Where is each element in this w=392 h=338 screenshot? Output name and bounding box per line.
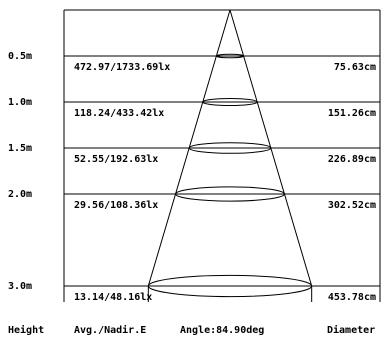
beam-spot-ellipse [147, 274, 313, 298]
rows-layer: 0.5m 472.97/1733.69lx 75.63cm 1.0m 118.24/43… [8, 51, 380, 303]
height-label: 1.0m [8, 97, 32, 108]
beam-layer [147, 9, 313, 302]
diameter-footer-label: Diameter [327, 324, 375, 336]
beam-spot-ellipse [175, 186, 285, 202]
diameter-label: 302.52cm [328, 200, 376, 211]
diameter-label: 226.89cm [328, 154, 376, 165]
illuminance-label: 13.14/48.16lx [74, 292, 152, 303]
height-label: 2.0m [8, 189, 32, 200]
illuminance-label: 118.24/433.42lx [74, 108, 164, 119]
illuminance-label: 472.97/1733.69lx [74, 62, 170, 73]
illuminance-label: 29.56/108.36lx [74, 200, 158, 211]
beam-spot-ellipse [202, 97, 258, 107]
angle-label: Angle:84.90deg [180, 325, 264, 336]
beam-spot-ellipse [215, 53, 245, 59]
diameter-label: 453.78cm [328, 292, 376, 303]
diameter-label: 151.26cm [328, 108, 376, 119]
beam-spot-ellipse [188, 142, 272, 154]
height-footer-label: Height [8, 324, 44, 336]
height-label: 0.5m [8, 51, 32, 62]
diameter-label: 75.63cm [334, 62, 376, 73]
illuminance-label: 52.55/192.63lx [74, 154, 158, 165]
height-label: 3.0m [8, 281, 32, 292]
height-label: 1.5m [8, 143, 32, 154]
illuminance-footer-label: Avg./Nadir.E [74, 324, 146, 336]
